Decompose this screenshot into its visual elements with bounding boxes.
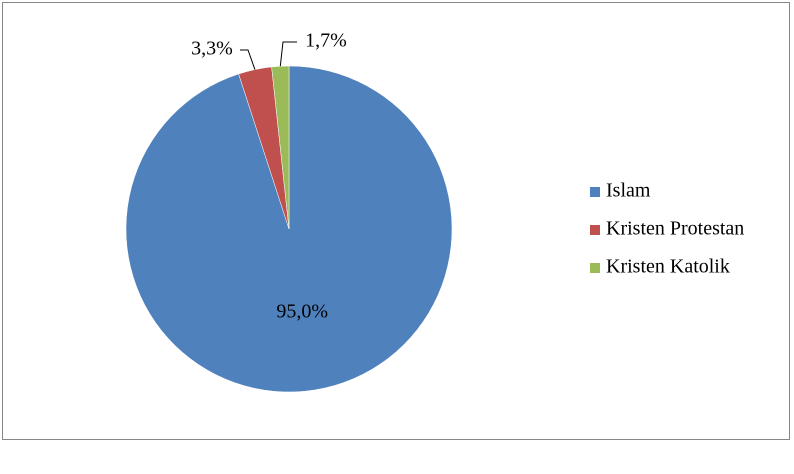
pie-slice — [271, 65, 290, 230]
legend-label: Kristen Protestan — [606, 218, 744, 240]
legend-label: Islam — [606, 180, 651, 202]
legend-swatch — [590, 263, 600, 273]
legend-label: Kristen Katolik — [606, 256, 730, 278]
data-label: 95,0% — [276, 300, 328, 322]
leader-line — [279, 41, 297, 67]
leader-line — [240, 49, 256, 70]
data-label: 3,3% — [191, 38, 233, 60]
legend-swatch — [590, 187, 600, 197]
legend-swatch — [590, 225, 600, 235]
data-label: 1,7% — [305, 30, 347, 52]
